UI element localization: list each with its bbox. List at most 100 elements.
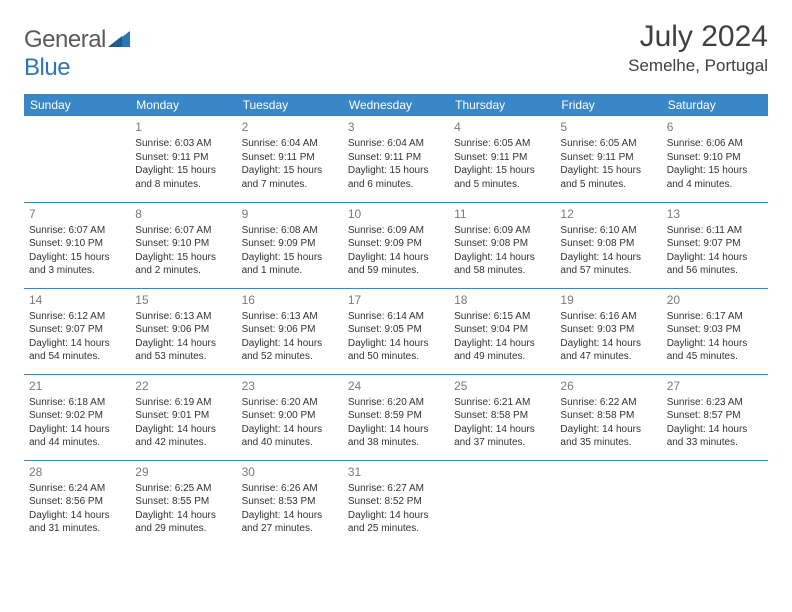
sunrise-text: Sunrise: 6:20 AM: [348, 396, 444, 410]
calendar-day-cell: 25Sunrise: 6:21 AMSunset: 8:58 PMDayligh…: [449, 374, 555, 460]
day-number: 14: [29, 292, 125, 308]
sunrise-text: Sunrise: 6:05 AM: [454, 137, 550, 151]
daylight-text: Daylight: 14 hours: [667, 251, 763, 265]
calendar-day-cell: 7Sunrise: 6:07 AMSunset: 9:10 PMDaylight…: [24, 202, 130, 288]
calendar-header-row: Sunday Monday Tuesday Wednesday Thursday…: [24, 94, 768, 116]
sunset-text: Sunset: 9:02 PM: [29, 409, 125, 423]
daylight-text: Daylight: 14 hours: [135, 337, 231, 351]
sunrise-text: Sunrise: 6:16 AM: [560, 310, 656, 324]
sunrise-text: Sunrise: 6:13 AM: [242, 310, 338, 324]
day-number: 24: [348, 378, 444, 394]
calendar-day-cell: 1Sunrise: 6:03 AMSunset: 9:11 PMDaylight…: [130, 116, 236, 202]
sunset-text: Sunset: 9:00 PM: [242, 409, 338, 423]
calendar-day-cell: 22Sunrise: 6:19 AMSunset: 9:01 PMDayligh…: [130, 374, 236, 460]
daylight-text: and 25 minutes.: [348, 522, 444, 536]
daylight-text: Daylight: 14 hours: [242, 509, 338, 523]
calendar-day-cell: 4Sunrise: 6:05 AMSunset: 9:11 PMDaylight…: [449, 116, 555, 202]
sunrise-text: Sunrise: 6:27 AM: [348, 482, 444, 496]
brand-text: GeneralBlue: [24, 26, 130, 82]
sunrise-text: Sunrise: 6:15 AM: [454, 310, 550, 324]
weekday-heading: Wednesday: [343, 94, 449, 116]
sunrise-text: Sunrise: 6:09 AM: [348, 224, 444, 238]
day-number: 26: [560, 378, 656, 394]
day-number: 8: [135, 206, 231, 222]
sunrise-text: Sunrise: 6:06 AM: [667, 137, 763, 151]
daylight-text: and 59 minutes.: [348, 264, 444, 278]
daylight-text: Daylight: 14 hours: [454, 423, 550, 437]
sunset-text: Sunset: 9:11 PM: [348, 151, 444, 165]
calendar-day-cell: 26Sunrise: 6:22 AMSunset: 8:58 PMDayligh…: [555, 374, 661, 460]
calendar-week-row: 28Sunrise: 6:24 AMSunset: 8:56 PMDayligh…: [24, 460, 768, 546]
daylight-text: Daylight: 14 hours: [667, 423, 763, 437]
calendar-day-cell: 14Sunrise: 6:12 AMSunset: 9:07 PMDayligh…: [24, 288, 130, 374]
day-number: 28: [29, 464, 125, 480]
daylight-text: and 6 minutes.: [348, 178, 444, 192]
calendar-day-cell: 8Sunrise: 6:07 AMSunset: 9:10 PMDaylight…: [130, 202, 236, 288]
sunset-text: Sunset: 9:05 PM: [348, 323, 444, 337]
sunset-text: Sunset: 9:08 PM: [560, 237, 656, 251]
daylight-text: and 37 minutes.: [454, 436, 550, 450]
brand-part1: General: [24, 26, 106, 53]
daylight-text: and 4 minutes.: [667, 178, 763, 192]
daylight-text: Daylight: 15 hours: [348, 164, 444, 178]
daylight-text: and 5 minutes.: [454, 178, 550, 192]
calendar-day-cell: 13Sunrise: 6:11 AMSunset: 9:07 PMDayligh…: [662, 202, 768, 288]
sunrise-text: Sunrise: 6:07 AM: [135, 224, 231, 238]
sunset-text: Sunset: 9:11 PM: [560, 151, 656, 165]
day-number: 4: [454, 119, 550, 135]
location-label: Semelhe, Portugal: [628, 56, 768, 76]
daylight-text: Daylight: 14 hours: [242, 337, 338, 351]
sunset-text: Sunset: 8:57 PM: [667, 409, 763, 423]
daylight-text: Daylight: 14 hours: [242, 423, 338, 437]
day-number: 15: [135, 292, 231, 308]
day-number: 10: [348, 206, 444, 222]
sunrise-text: Sunrise: 6:19 AM: [135, 396, 231, 410]
sunrise-text: Sunrise: 6:12 AM: [29, 310, 125, 324]
daylight-text: Daylight: 15 hours: [454, 164, 550, 178]
sunrise-text: Sunrise: 6:23 AM: [667, 396, 763, 410]
sunrise-text: Sunrise: 6:17 AM: [667, 310, 763, 324]
weekday-heading: Monday: [130, 94, 236, 116]
day-number: 25: [454, 378, 550, 394]
calendar-page: GeneralBlue July 2024 Semelhe, Portugal …: [0, 0, 792, 556]
title-block: July 2024 Semelhe, Portugal: [628, 20, 768, 76]
sunset-text: Sunset: 9:07 PM: [29, 323, 125, 337]
calendar-day-cell: 20Sunrise: 6:17 AMSunset: 9:03 PMDayligh…: [662, 288, 768, 374]
sunrise-text: Sunrise: 6:22 AM: [560, 396, 656, 410]
daylight-text: Daylight: 15 hours: [29, 251, 125, 265]
daylight-text: and 54 minutes.: [29, 350, 125, 364]
sunset-text: Sunset: 9:04 PM: [454, 323, 550, 337]
calendar-empty-cell: [662, 460, 768, 546]
calendar-day-cell: 2Sunrise: 6:04 AMSunset: 9:11 PMDaylight…: [237, 116, 343, 202]
day-number: 16: [242, 292, 338, 308]
day-number: 20: [667, 292, 763, 308]
sunrise-text: Sunrise: 6:26 AM: [242, 482, 338, 496]
daylight-text: and 8 minutes.: [135, 178, 231, 192]
weekday-heading: Sunday: [24, 94, 130, 116]
daylight-text: and 40 minutes.: [242, 436, 338, 450]
sunrise-text: Sunrise: 6:20 AM: [242, 396, 338, 410]
sunset-text: Sunset: 9:07 PM: [667, 237, 763, 251]
brand-part2: Blue: [24, 54, 70, 81]
sunset-text: Sunset: 9:09 PM: [242, 237, 338, 251]
calendar-day-cell: 17Sunrise: 6:14 AMSunset: 9:05 PMDayligh…: [343, 288, 449, 374]
calendar-day-cell: 28Sunrise: 6:24 AMSunset: 8:56 PMDayligh…: [24, 460, 130, 546]
day-number: 5: [560, 119, 656, 135]
calendar-week-row: 21Sunrise: 6:18 AMSunset: 9:02 PMDayligh…: [24, 374, 768, 460]
calendar-day-cell: 18Sunrise: 6:15 AMSunset: 9:04 PMDayligh…: [449, 288, 555, 374]
calendar-day-cell: 15Sunrise: 6:13 AMSunset: 9:06 PMDayligh…: [130, 288, 236, 374]
calendar-empty-cell: [449, 460, 555, 546]
sunrise-text: Sunrise: 6:04 AM: [242, 137, 338, 151]
calendar-day-cell: 16Sunrise: 6:13 AMSunset: 9:06 PMDayligh…: [237, 288, 343, 374]
calendar-day-cell: 6Sunrise: 6:06 AMSunset: 9:10 PMDaylight…: [662, 116, 768, 202]
sunrise-text: Sunrise: 6:10 AM: [560, 224, 656, 238]
sunrise-text: Sunrise: 6:13 AM: [135, 310, 231, 324]
daylight-text: Daylight: 15 hours: [560, 164, 656, 178]
daylight-text: and 45 minutes.: [667, 350, 763, 364]
daylight-text: Daylight: 15 hours: [242, 164, 338, 178]
weekday-heading: Tuesday: [237, 94, 343, 116]
calendar-day-cell: 9Sunrise: 6:08 AMSunset: 9:09 PMDaylight…: [237, 202, 343, 288]
sunrise-text: Sunrise: 6:25 AM: [135, 482, 231, 496]
daylight-text: and 7 minutes.: [242, 178, 338, 192]
sunset-text: Sunset: 9:10 PM: [29, 237, 125, 251]
